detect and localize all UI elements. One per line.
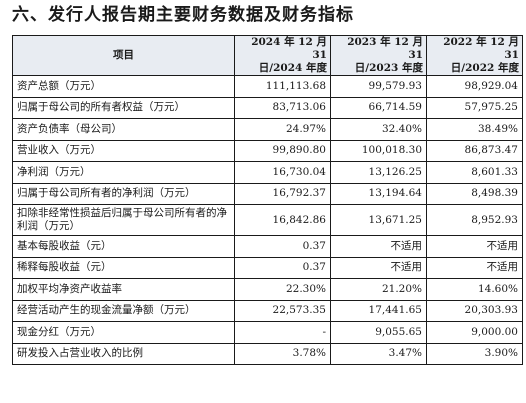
row-label: 资产总额（万元） — [12, 75, 235, 98]
value-2023: 3.47% — [330, 342, 427, 365]
row-label: 加权平均净资产收益率 — [12, 278, 235, 301]
value-2022: 不适用 — [426, 256, 523, 279]
value-2022: 20,303.93 — [426, 299, 523, 322]
row-label: 基本每股收益（元） — [12, 235, 235, 258]
value-2022: 38.49% — [426, 118, 523, 141]
table-row: 经营活动产生的现金流量净额（万元） 22,573.35 17,441.65 20… — [12, 299, 523, 322]
value-2024: 16,842.86 — [234, 204, 331, 236]
value-2023: 13,194.64 — [330, 182, 427, 205]
row-label: 归属于母公司所有者的净利润（万元） — [12, 182, 235, 205]
row-label: 营业收入（万元） — [12, 139, 235, 162]
value-2024: 0.37 — [234, 235, 331, 258]
table-row: 研发投入占营业收入的比例 3.78% 3.47% 3.90% — [12, 342, 523, 365]
row-label: 净利润（万元） — [12, 161, 235, 184]
table-row: 扣除非经常性损益后归属于母公司所有者的净利润（万元） 16,842.86 13,… — [12, 204, 523, 236]
header-year-2022-line2: 日/2022 年度 — [450, 62, 519, 74]
value-2024: 22.30% — [234, 278, 331, 301]
header-year-2023-line2: 日/2023 年度 — [354, 62, 423, 74]
value-2023: 32.40% — [330, 118, 427, 141]
row-label: 现金分红（万元） — [12, 321, 235, 344]
table-row: 现金分红（万元） - 9,055.65 9,000.00 — [12, 321, 523, 344]
header-year-2023-line1: 2023 年 12 月 31 — [347, 36, 423, 62]
value-2023: 13,671.25 — [330, 204, 427, 236]
row-label: 经营活动产生的现金流量净额（万元） — [12, 299, 235, 322]
table-row: 营业收入（万元） 99,890.80 100,018.30 86,873.47 — [12, 139, 523, 162]
value-2022: 14.60% — [426, 278, 523, 301]
value-2023: 不适用 — [330, 256, 427, 279]
table-row: 归属于母公司的所有者权益（万元） 83,713.06 66,714.59 57,… — [12, 96, 523, 119]
table-row: 资产总额（万元） 111,113.68 99,579.93 98,929.04 — [12, 75, 523, 98]
value-2022: 8,498.39 — [426, 182, 523, 205]
value-2022: 57,975.25 — [426, 96, 523, 119]
financial-data-table: 项目 2024 年 12 月 31 日/2024 年度 2023 年 12 月 … — [12, 35, 523, 365]
value-2023: 不适用 — [330, 235, 427, 258]
value-2022: 3.90% — [426, 342, 523, 365]
section-heading: 六、发行人报告期主要财务数据及财务指标 — [12, 5, 354, 25]
table-row: 归属于母公司所有者的净利润（万元） 16,792.37 13,194.64 8,… — [12, 182, 523, 205]
header-year-2022: 2022 年 12 月 31 日/2022 年度 — [426, 35, 523, 76]
table-header-row: 项目 2024 年 12 月 31 日/2024 年度 2023 年 12 月 … — [12, 35, 523, 76]
header-year-2023: 2023 年 12 月 31 日/2023 年度 — [330, 35, 427, 76]
value-2024: 24.97% — [234, 118, 331, 141]
value-2024: 0.37 — [234, 256, 331, 279]
row-label: 资产负债率（母公司） — [12, 118, 235, 141]
row-label: 扣除非经常性损益后归属于母公司所有者的净利润（万元） — [12, 204, 235, 236]
value-2023: 21.20% — [330, 278, 427, 301]
value-2024: 22,573.35 — [234, 299, 331, 322]
value-2023: 100,018.30 — [330, 139, 427, 162]
table-row: 资产负债率（母公司） 24.97% 32.40% 38.49% — [12, 118, 523, 141]
value-2022: 8,952.93 — [426, 204, 523, 236]
value-2023: 66,714.59 — [330, 96, 427, 119]
value-2024: 16,792.37 — [234, 182, 331, 205]
value-2023: 9,055.65 — [330, 321, 427, 344]
value-2024: 111,113.68 — [234, 75, 331, 98]
value-2022: 不适用 — [426, 235, 523, 258]
value-2024: 99,890.80 — [234, 139, 331, 162]
value-2022: 98,929.04 — [426, 75, 523, 98]
value-2023: 13,126.25 — [330, 161, 427, 184]
value-2022: 86,873.47 — [426, 139, 523, 162]
table-row: 净利润（万元） 16,730.04 13,126.25 8,601.33 — [12, 161, 523, 184]
row-label: 稀释每股收益（元） — [12, 256, 235, 279]
value-2022: 8,601.33 — [426, 161, 523, 184]
value-2022: 9,000.00 — [426, 321, 523, 344]
value-2024: 83,713.06 — [234, 96, 331, 119]
row-label: 归属于母公司的所有者权益（万元） — [12, 96, 235, 119]
row-label: 研发投入占营业收入的比例 — [12, 342, 235, 365]
table-row: 加权平均净资产收益率 22.30% 21.20% 14.60% — [12, 278, 523, 301]
header-item: 项目 — [12, 35, 235, 76]
value-2023: 17,441.65 — [330, 299, 427, 322]
value-2024: 3.78% — [234, 342, 331, 365]
table-row: 基本每股收益（元） 0.37 不适用 不适用 — [12, 235, 523, 258]
header-year-2024: 2024 年 12 月 31 日/2024 年度 — [234, 35, 331, 76]
value-2024: - — [234, 321, 331, 344]
value-2024: 16,730.04 — [234, 161, 331, 184]
table-row: 稀释每股收益（元） 0.37 不适用 不适用 — [12, 256, 523, 279]
header-year-2024-line1: 2024 年 12 月 31 — [251, 36, 327, 62]
header-year-2024-line2: 日/2024 年度 — [258, 62, 327, 74]
header-year-2022-line1: 2022 年 12 月 31 — [443, 36, 519, 62]
value-2023: 99,579.93 — [330, 75, 427, 98]
